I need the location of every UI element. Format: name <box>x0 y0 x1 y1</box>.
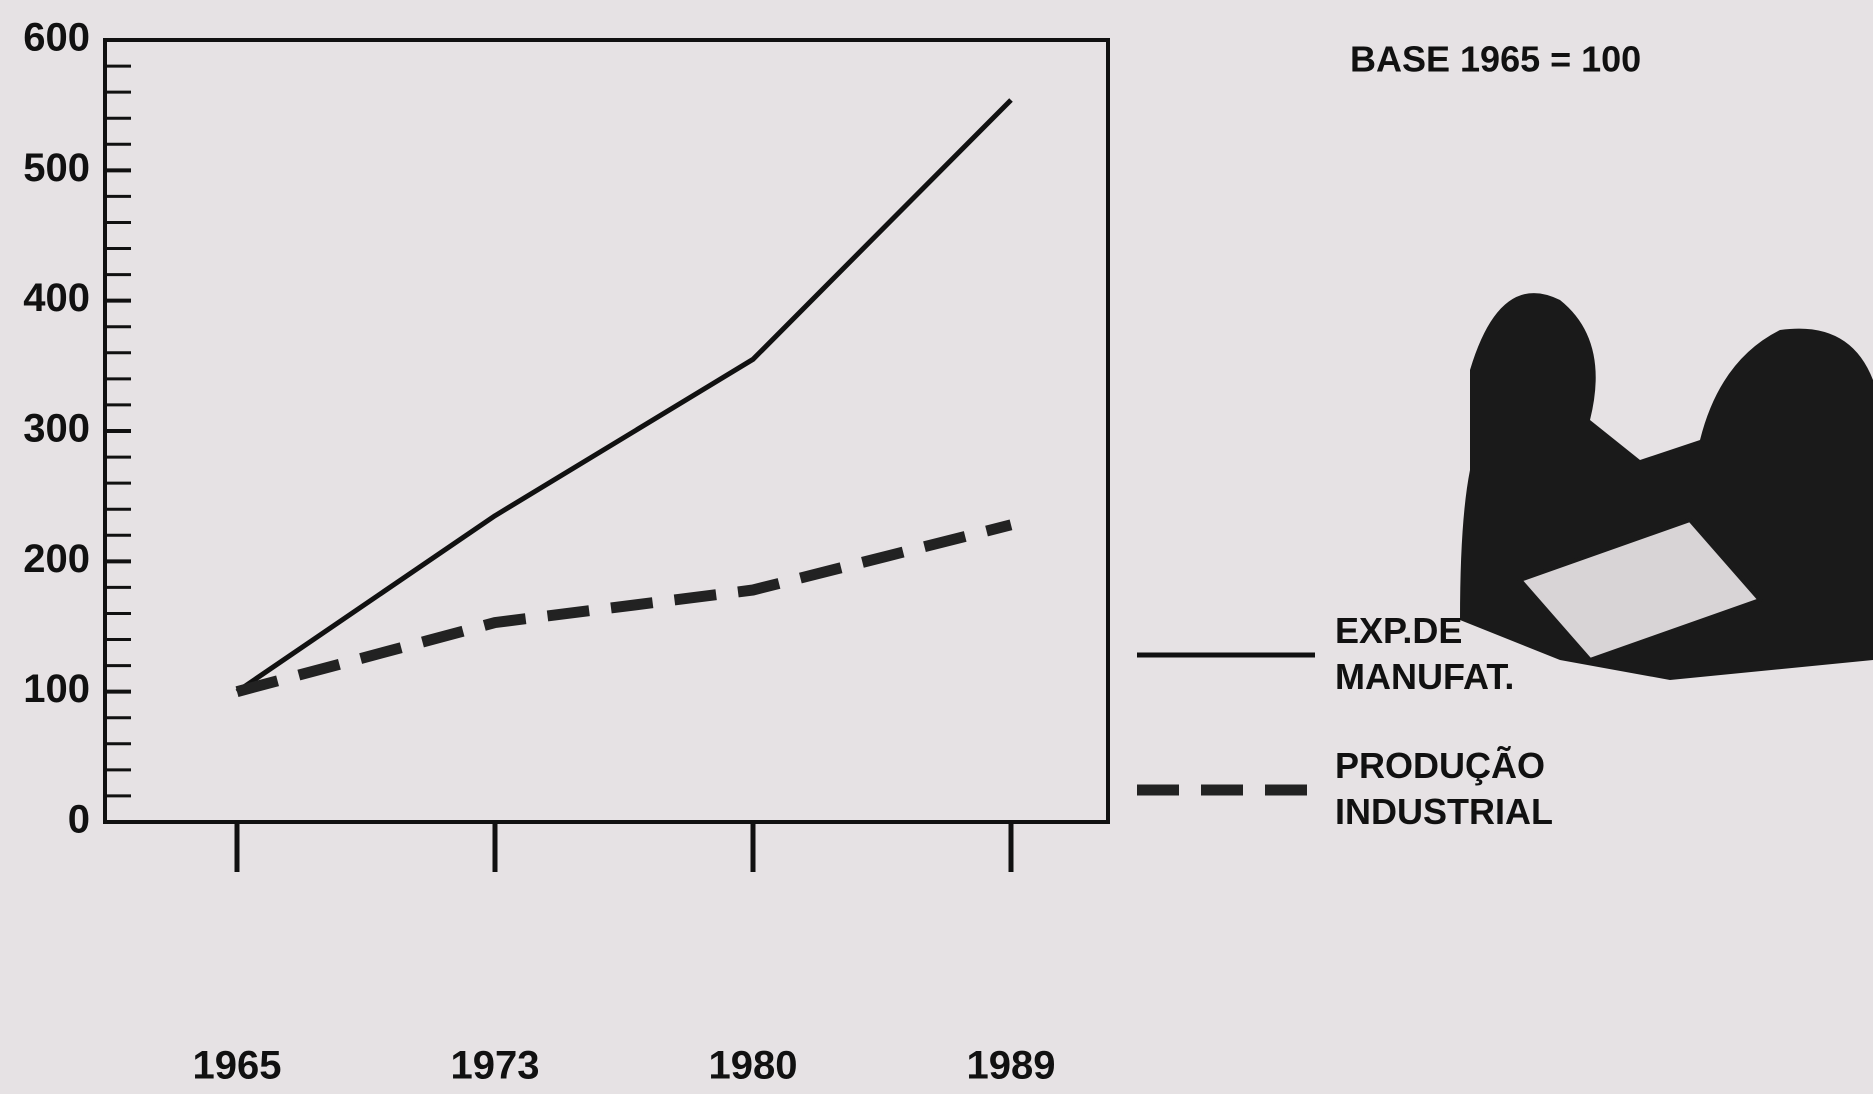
x-tick-label: 1989 <box>967 1044 1056 1088</box>
x-tick-label: 1980 <box>709 1044 798 1088</box>
annotation: BASE 1965 = 100 <box>1350 39 1641 80</box>
chart: BASE 1965 = 100 0 100 200 300 400 500 600 1965 1… <box>0 0 1873 1094</box>
y-tick-label: 600 <box>23 16 90 60</box>
y-tick-label: 500 <box>23 146 90 190</box>
y-tick-label: 400 <box>23 276 90 320</box>
y-tick-label: 200 <box>23 537 90 581</box>
y-tick-label: 300 <box>23 407 90 451</box>
x-tick-label: 1973 <box>451 1044 540 1088</box>
x-tick-label: 1965 <box>193 1044 282 1088</box>
y-tick-label: 0 <box>68 798 90 842</box>
y-tick-label: 100 <box>23 667 90 711</box>
